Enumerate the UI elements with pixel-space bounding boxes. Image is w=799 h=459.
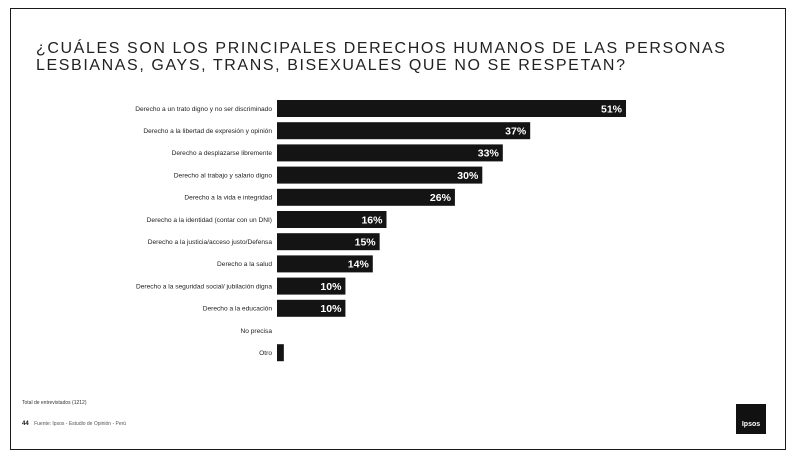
source-line: 44 Fuente: Ipsos - Estudio de Opinión - … (22, 421, 126, 427)
base-note: Total de entrevistados (1212) (22, 400, 87, 406)
category-label: Derecho a la identidad (contar con un DN… (147, 217, 272, 224)
bar-value-label: 16% (361, 214, 383, 226)
category-label: Derecho a la justicia/acceso justo/Defen… (148, 239, 273, 246)
category-label: Otro (259, 350, 272, 357)
category-label: Derecho a la educación (203, 306, 273, 313)
bar-value-label: 33% (478, 148, 500, 160)
source-note: Fuente: Ipsos - Estudio de Opinión - Per… (34, 421, 127, 427)
title-line-1: ¿CUÁLES SON LOS PRINCIPALES DERECHOS HUM… (36, 40, 727, 57)
bar (277, 188, 455, 206)
bar-value-label: 51% (601, 103, 623, 115)
ipsos-logo: Ipsos (736, 404, 766, 434)
bar (277, 122, 531, 140)
category-label: Derecho a un trato digno y no ser discri… (135, 106, 272, 113)
bar (277, 211, 387, 228)
bar (277, 299, 346, 317)
bar (277, 144, 503, 162)
bar (277, 277, 346, 295)
category-label: Derecho a desplazarse libremente (172, 150, 273, 157)
bar-value-label: 14% (348, 259, 370, 271)
category-label: Derecho a la salud (217, 261, 272, 268)
bar (277, 233, 380, 251)
bar-value-label: 26% (430, 192, 452, 204)
bar-value-label: 37% (505, 126, 527, 138)
bar (277, 344, 284, 362)
page-number: 44 (22, 421, 29, 427)
slide-frame (10, 8, 786, 450)
category-label: Derecho a la vida e integridad (184, 195, 272, 202)
category-label: Derecho al trabajo y salario digno (174, 172, 273, 179)
category-label: No precisa (240, 328, 272, 335)
category-label: Derecho a la seguridad social/ jubilació… (136, 283, 272, 290)
bar (277, 255, 373, 273)
bar-value-label: 10% (320, 303, 342, 315)
bar-value-label: 15% (355, 237, 377, 249)
bar (277, 100, 626, 117)
chart-title: ¿CUÁLES SON LOS PRINCIPALES DERECHOS HUM… (36, 40, 756, 74)
bar-value-label: 30% (457, 170, 479, 182)
bar-value-label: 10% (320, 281, 342, 293)
title-line-2: LESBIANAS, GAYS, TRANS, BISEXUALES QUE N… (36, 57, 627, 74)
category-label: Derecho a la libertad de expresión y opi… (143, 128, 272, 135)
bar (277, 166, 483, 184)
